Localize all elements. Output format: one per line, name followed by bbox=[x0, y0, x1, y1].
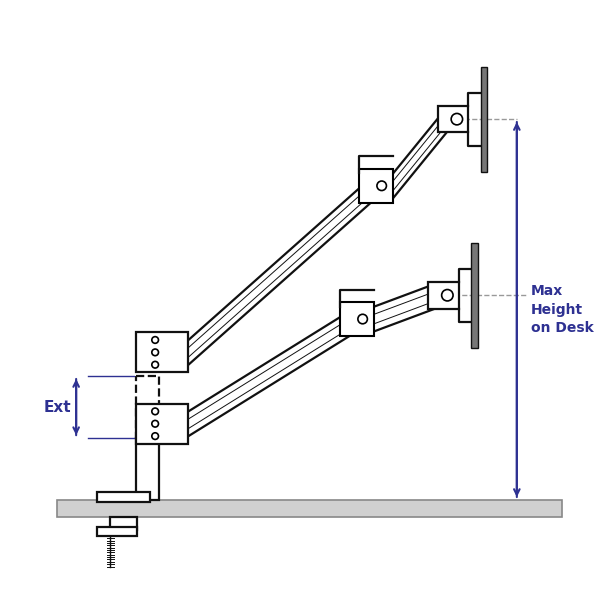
Bar bbox=[471, 243, 478, 347]
Text: Ext: Ext bbox=[43, 400, 71, 415]
Bar bbox=[481, 67, 487, 172]
Circle shape bbox=[442, 290, 453, 301]
Bar bbox=[97, 527, 137, 536]
Circle shape bbox=[152, 408, 158, 415]
Bar bbox=[110, 517, 137, 530]
Circle shape bbox=[377, 181, 386, 191]
Bar bbox=[57, 500, 562, 517]
Bar bbox=[340, 302, 374, 336]
Circle shape bbox=[451, 113, 463, 125]
Bar bbox=[438, 106, 468, 133]
Circle shape bbox=[152, 433, 158, 439]
Bar bbox=[428, 282, 459, 308]
Text: Max
Height
on Desk: Max Height on Desk bbox=[531, 284, 594, 335]
Bar bbox=[97, 492, 151, 502]
Bar bbox=[136, 332, 188, 373]
Bar bbox=[136, 438, 159, 500]
Bar bbox=[136, 404, 188, 444]
Bar bbox=[136, 376, 159, 438]
Circle shape bbox=[152, 361, 158, 368]
Bar bbox=[359, 169, 393, 203]
Circle shape bbox=[358, 314, 367, 324]
Circle shape bbox=[152, 337, 158, 343]
Circle shape bbox=[152, 349, 158, 356]
Circle shape bbox=[152, 421, 158, 427]
